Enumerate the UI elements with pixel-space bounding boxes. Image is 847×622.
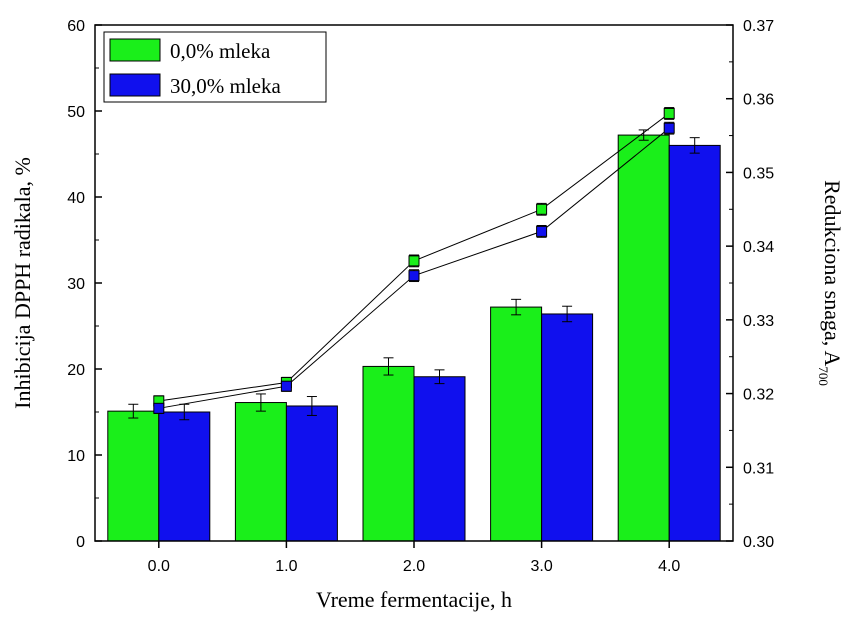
bar-s1-2 — [413, 376, 466, 542]
point-s0-2 — [408, 255, 420, 267]
y2-tick-label-3: 0.33 — [743, 313, 774, 330]
y2-tick-label-1: 0.31 — [743, 460, 774, 477]
lines-layer — [153, 107, 675, 414]
bar-s1-3 — [541, 313, 594, 542]
point-s0-4 — [663, 107, 675, 119]
point-s1-4 — [663, 122, 675, 134]
legend-label-1: 30,0% mleka — [170, 74, 281, 98]
bar-s0-3 — [490, 306, 543, 542]
x-axis-title: Vreme fermentacije, h — [316, 587, 512, 612]
point-s1-2 — [408, 270, 420, 282]
legend-swatch-1 — [109, 73, 161, 97]
x-tick-label-0: 0.0 — [148, 558, 170, 575]
y2-tick-label-5: 0.35 — [743, 165, 774, 182]
y2-axis-title: Redukciona snaga, A700 — [816, 180, 845, 386]
y2-tick-label-6: 0.36 — [743, 92, 774, 109]
y-tick-label-6: 60 — [67, 18, 85, 35]
y2-axis-title-subscript: 700 — [816, 366, 831, 386]
y-tick-label-5: 50 — [67, 104, 85, 121]
point-s0-3 — [536, 203, 548, 215]
bar-s0-4 — [617, 134, 670, 542]
bar-s0-1 — [234, 402, 287, 542]
legend-swatch-0 — [109, 38, 161, 62]
y-tick-label-1: 10 — [67, 448, 85, 465]
x-tick-label-3: 3.0 — [530, 558, 552, 575]
y-tick-label-4: 40 — [67, 190, 85, 207]
y2-tick-label-7: 0.37 — [743, 18, 774, 35]
legend: 0,0% mleka 30,0% mleka — [103, 31, 327, 103]
bar-s1-1 — [285, 405, 338, 542]
x-tick-label-4: 4.0 — [658, 558, 680, 575]
x-tick-label-2: 2.0 — [403, 558, 425, 575]
y2-axis-title-main: Redukciona snaga, A — [820, 180, 845, 366]
axes-layer: 0 10 20 30 40 50 60 0.30 0.31 0.32 0.33 0.34 0.35 0.3… — [67, 18, 774, 575]
y-tick-label-2: 20 — [67, 362, 85, 379]
y-axis-title: Inhibicija DPPH radikala, % — [10, 157, 35, 409]
bars-layer — [107, 129, 721, 542]
bar-s1-4 — [668, 144, 721, 542]
point-s1-3 — [536, 225, 548, 237]
y2-tick-label-0: 0.30 — [743, 534, 774, 551]
bar-s0-2 — [362, 365, 415, 542]
point-s1-1 — [280, 380, 292, 392]
y-tick-label-0: 0 — [76, 534, 85, 551]
y2-tick-label-4: 0.34 — [743, 239, 774, 256]
bar-s1-0 — [158, 411, 211, 542]
y-tick-label-3: 30 — [67, 276, 85, 293]
bar-s0-0 — [107, 410, 160, 542]
legend-label-0: 0,0% mleka — [170, 39, 271, 63]
x-tick-label-1: 1.0 — [275, 558, 297, 575]
y2-tick-label-2: 0.32 — [743, 387, 774, 404]
point-s1-0 — [153, 402, 165, 414]
